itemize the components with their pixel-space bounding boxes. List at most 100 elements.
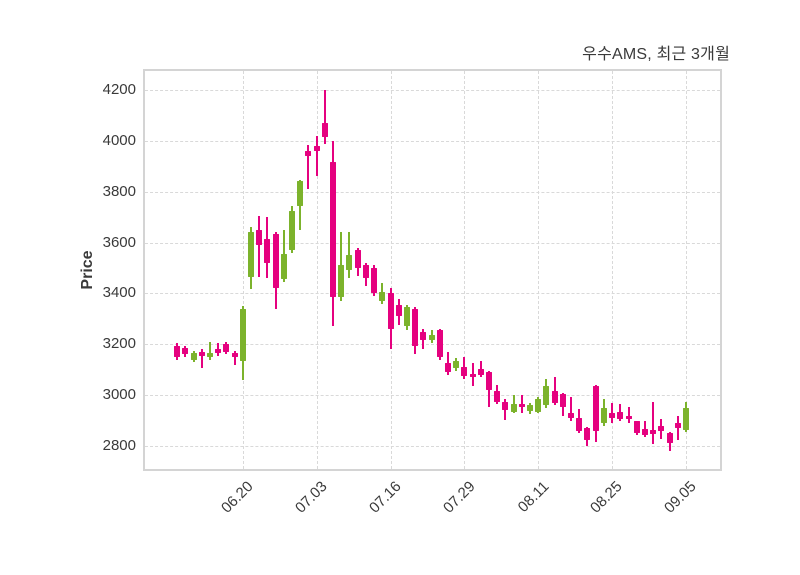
candle-down [256,229,263,246]
candle-down [305,150,312,156]
candle-down [215,349,222,354]
y-tick-label: 3200 [102,335,136,353]
candle-down [354,250,361,268]
y-tick-label: 3000 [102,386,136,404]
candle-wick [570,396,572,421]
candle-up [535,399,542,412]
candle-down [231,353,238,357]
candle-up [280,254,287,280]
candle-down [182,348,189,355]
candle-down [625,416,632,420]
candle-down [461,367,468,377]
candle-wick [643,421,646,438]
candle-up [239,308,246,361]
candle-wick [652,402,655,444]
candle-wick [512,395,515,413]
candle-down [420,331,427,341]
candle-down [641,429,648,436]
y-tick-label: 3800 [102,182,136,200]
gridline-h [145,344,720,346]
candle-down [650,430,657,435]
candle-down [469,373,476,378]
gridline-v [612,71,613,469]
candle-down [518,403,525,407]
candle-down [559,393,566,407]
candle-down [313,145,320,151]
candle-up [453,360,460,369]
candle-down [485,372,492,391]
gridline-v [685,71,687,469]
candle-up [379,292,386,301]
candle-down [584,428,591,440]
candle-up [248,232,254,277]
candle-up [510,404,517,412]
candle-up [338,265,345,298]
candle-up [346,255,353,271]
candle-down [395,304,402,317]
gridline-v [538,71,540,469]
gridline-h [145,446,720,448]
candle-down [674,423,681,429]
candle-down [502,401,509,411]
gridline-v [464,71,466,469]
gridline-v [242,71,244,469]
candle-down [666,433,673,444]
plot-area [143,69,722,471]
candle-up [527,405,533,412]
y-tick-label: 4200 [102,80,136,98]
candle-wick [258,215,261,277]
candle-up [206,353,213,357]
candle-wick [315,135,318,177]
chart-title: 우수AMS, 최근 3개월 [582,46,730,63]
candle-down [633,421,640,434]
y-tick-label: 2800 [102,437,136,455]
candle-down [412,308,419,346]
candle-down [477,368,484,375]
gridline-h [145,140,720,142]
candle-wick [233,350,236,365]
candle-down [494,391,501,402]
candle-down [609,413,615,419]
candle-wick [307,144,310,189]
candle-down [436,330,443,357]
candle-up [600,407,607,424]
candle-down [551,391,558,403]
candle-down [444,363,451,373]
candle-down [264,238,271,263]
candle-down [330,162,336,298]
candle-down [371,268,378,294]
candle-wick [200,349,203,369]
x-tick-label: 08.11 [514,478,553,516]
candle-wick [323,89,326,145]
candle-down [387,293,394,329]
x-tick-label: 07.16 [365,478,405,517]
candle-down [272,233,279,289]
candle-down [592,386,599,431]
candle-down [198,351,205,356]
x-tick-label: 07.03 [292,478,331,517]
y-tick-label: 3400 [102,284,136,302]
y-tick-label: 3600 [102,233,136,251]
gridline-v [316,71,318,469]
candle-down [658,426,665,432]
candle-wick [627,407,630,424]
candle-down [576,418,583,431]
gridline-h [145,293,720,295]
x-tick-label: 07.29 [439,478,479,517]
candle-up [190,353,197,360]
candle-up [428,335,435,341]
candle-up [289,210,295,251]
gridline-h [145,242,720,244]
gridline-h [145,395,720,397]
y-tick-label: 4000 [102,131,136,149]
candle-down [321,122,328,137]
candle-wick [208,341,211,360]
x-tick-label: 09.05 [661,478,700,517]
gridline-h [145,89,720,91]
x-tick-label: 08.25 [587,478,627,517]
gridline-v [390,71,392,469]
candle-down [617,411,624,420]
candle-down [362,265,369,279]
gridline-h [145,191,720,193]
